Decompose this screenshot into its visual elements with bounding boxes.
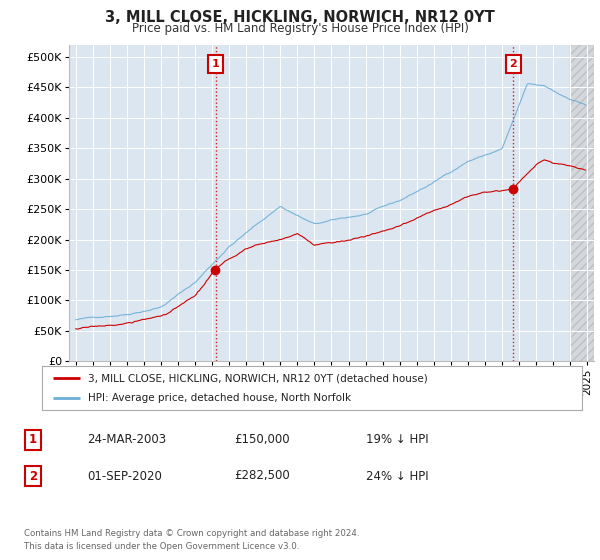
Text: 3, MILL CLOSE, HICKLING, NORWICH, NR12 0YT (detached house): 3, MILL CLOSE, HICKLING, NORWICH, NR12 0… bbox=[88, 373, 428, 383]
Text: 01-SEP-2020: 01-SEP-2020 bbox=[87, 469, 162, 483]
Text: 24% ↓ HPI: 24% ↓ HPI bbox=[366, 469, 428, 483]
Text: 2: 2 bbox=[29, 469, 37, 483]
Text: Contains HM Land Registry data © Crown copyright and database right 2024.
This d: Contains HM Land Registry data © Crown c… bbox=[24, 529, 359, 550]
Text: 19% ↓ HPI: 19% ↓ HPI bbox=[366, 433, 428, 446]
Bar bbox=[570, 45, 594, 361]
Text: 1: 1 bbox=[29, 433, 37, 446]
Text: 1: 1 bbox=[212, 59, 220, 69]
Text: £150,000: £150,000 bbox=[234, 433, 290, 446]
Text: 3, MILL CLOSE, HICKLING, NORWICH, NR12 0YT: 3, MILL CLOSE, HICKLING, NORWICH, NR12 0… bbox=[105, 10, 495, 25]
Text: Price paid vs. HM Land Registry's House Price Index (HPI): Price paid vs. HM Land Registry's House … bbox=[131, 22, 469, 35]
Text: 2: 2 bbox=[509, 59, 517, 69]
Text: 24-MAR-2003: 24-MAR-2003 bbox=[87, 433, 166, 446]
Text: HPI: Average price, detached house, North Norfolk: HPI: Average price, detached house, Nort… bbox=[88, 393, 351, 403]
Text: £282,500: £282,500 bbox=[234, 469, 290, 483]
